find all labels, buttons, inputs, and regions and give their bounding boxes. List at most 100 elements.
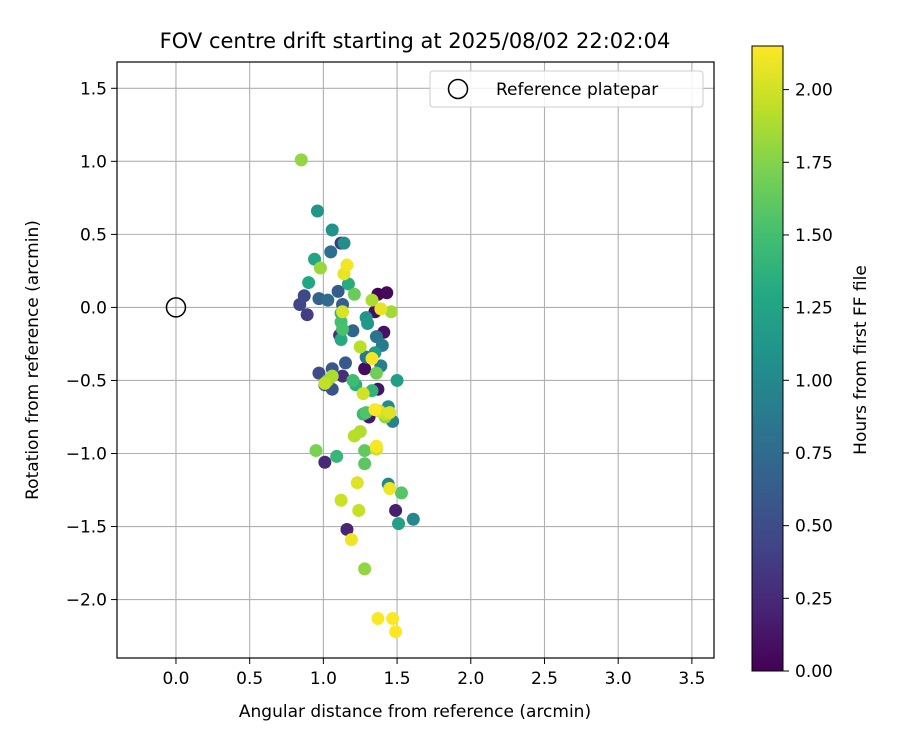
data-point	[347, 429, 361, 443]
colorbar-label: Hours from first FF file	[851, 265, 871, 455]
x-tick-label: 3.0	[605, 669, 632, 689]
x-tick-label: 0.5	[236, 669, 263, 689]
plot-frame	[116, 61, 715, 659]
data-point	[302, 276, 316, 290]
data-point	[340, 522, 354, 536]
data-point	[383, 406, 397, 420]
data-point	[313, 261, 327, 275]
y-tick-label: −1.0	[66, 444, 107, 464]
data-point	[336, 369, 350, 383]
data-point	[297, 289, 311, 303]
data-point	[394, 486, 408, 500]
x-tick-label: 0.0	[162, 669, 189, 689]
data-point	[368, 403, 382, 417]
data-point	[318, 455, 332, 469]
data-point	[318, 376, 332, 390]
data-point	[338, 356, 352, 370]
data-point	[358, 444, 372, 458]
data-point	[369, 439, 383, 453]
colorbar: 0.00 0.25 0.50 0.75 1.00 1.25 1.50 1.75 2.00 Hou…	[751, 45, 871, 682]
colorbar-tick-label: 1.00	[795, 371, 833, 391]
data-point	[358, 362, 372, 376]
grid-lines	[117, 62, 714, 658]
data-point	[341, 277, 355, 291]
data-point	[361, 316, 375, 330]
x-axis-ticks: 0.0 0.5 1.0 1.5 2.0 2.5 3.0 3.5	[162, 658, 705, 689]
data-point	[331, 284, 345, 298]
data-point	[406, 512, 420, 526]
y-tick-label: −1.5	[66, 518, 107, 538]
data-point	[347, 287, 361, 301]
data-point	[365, 293, 379, 307]
y-tick-label: −0.5	[66, 371, 107, 391]
data-point	[309, 444, 323, 458]
data-point	[334, 493, 348, 507]
legend-reference-marker	[447, 78, 469, 100]
y-axis-ticks: 1.5 1.0 0.5 0.0 −0.5 −1.0 −1.5 −2.0	[66, 79, 117, 611]
x-tick-label: 2.0	[457, 669, 484, 689]
data-point	[346, 324, 360, 338]
y-tick-label: 1.0	[80, 152, 107, 172]
data-point	[358, 457, 372, 471]
y-axis-label: Rotation from reference (arcmin)	[23, 220, 43, 500]
data-point	[380, 286, 394, 300]
data-point	[312, 366, 326, 380]
data-point	[390, 373, 404, 387]
data-point	[336, 305, 350, 319]
data-point	[325, 223, 339, 237]
data-point	[392, 517, 406, 531]
x-tick-label: 1.0	[310, 669, 337, 689]
data-point	[356, 387, 370, 401]
colorbar-tick-label: 1.50	[795, 226, 833, 246]
y-tick-label: 0.5	[80, 225, 107, 245]
data-point	[350, 476, 364, 490]
data-point	[353, 340, 367, 354]
colorbar-gradient	[751, 45, 784, 672]
data-point	[358, 562, 372, 576]
data-point	[324, 245, 338, 259]
data-point	[321, 293, 335, 307]
colorbar-tick-label: 1.75	[795, 153, 833, 173]
colorbar-tick-label: 0.00	[795, 662, 833, 682]
scatter-points	[293, 153, 420, 639]
data-point	[374, 302, 388, 316]
data-point	[389, 625, 403, 639]
legend: Reference platepar	[429, 70, 704, 108]
data-point	[344, 533, 358, 547]
data-point	[330, 449, 344, 463]
data-point	[352, 503, 366, 517]
data-point	[346, 373, 360, 387]
data-point	[365, 352, 379, 366]
y-tick-label: −2.0	[66, 591, 107, 611]
y-tick-label: 1.5	[80, 79, 107, 99]
x-axis-label: Angular distance from reference (arcmin)	[239, 702, 591, 722]
colorbar-tick-label: 0.25	[795, 589, 833, 609]
data-point	[389, 503, 403, 517]
data-point	[383, 482, 397, 496]
reference-platepar-marker	[165, 297, 187, 318]
reference-marker-layer	[165, 297, 187, 318]
data-point	[337, 236, 351, 250]
legend-label: Reference platepar	[496, 80, 658, 100]
data-point	[300, 308, 314, 322]
legend-box	[429, 70, 704, 108]
data-point	[371, 612, 385, 626]
x-tick-label: 3.5	[678, 669, 705, 689]
colorbar-tick-label: 0.75	[795, 444, 833, 464]
colorbar-tick-label: 1.25	[795, 299, 833, 319]
y-tick-label: 0.0	[80, 298, 107, 318]
data-point	[384, 305, 398, 319]
data-point	[340, 258, 354, 272]
data-point	[336, 322, 350, 336]
chart-title: FOV centre drift starting at 2025/08/02 …	[160, 29, 671, 53]
data-point	[294, 153, 308, 167]
colorbar-tick-label: 2.00	[795, 81, 833, 101]
x-tick-label: 1.5	[384, 669, 411, 689]
colorbar-tick-label: 0.50	[795, 517, 833, 537]
data-point	[310, 204, 324, 218]
x-tick-label: 2.5	[531, 669, 558, 689]
colorbar-ticks: 0.00 0.25 0.50 0.75 1.00 1.25 1.50 1.75 2.00	[783, 81, 833, 682]
data-point	[369, 366, 383, 380]
data-point	[386, 612, 400, 626]
